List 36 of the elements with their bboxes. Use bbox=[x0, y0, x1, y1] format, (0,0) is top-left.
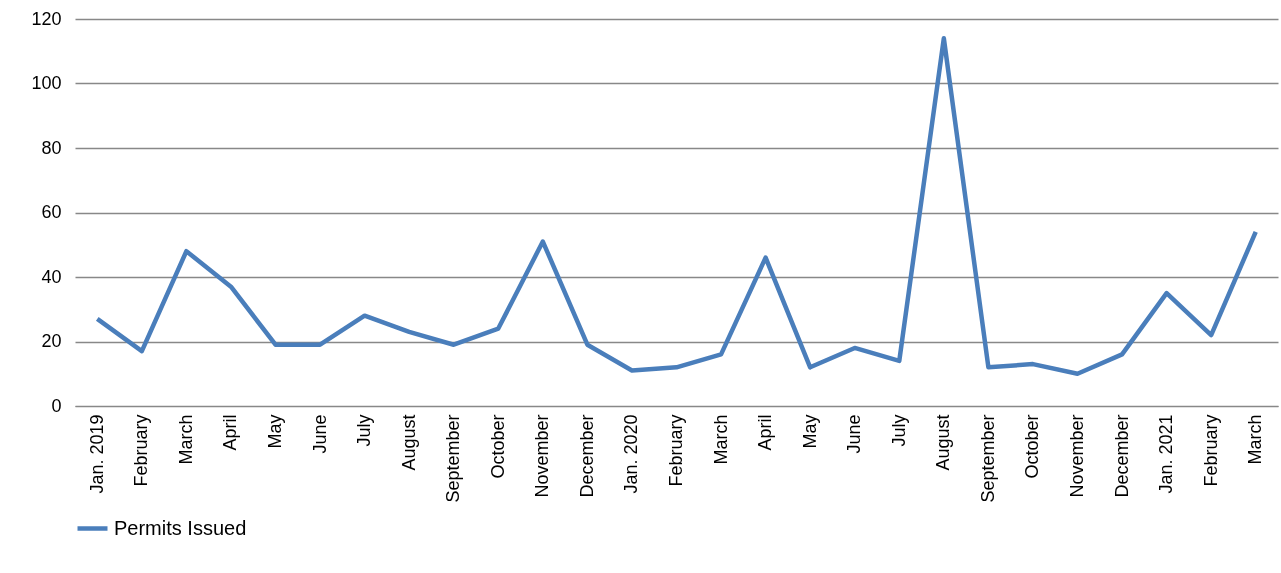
y-tick-label: 20 bbox=[41, 331, 62, 351]
x-tick-label: July bbox=[888, 414, 909, 447]
x-tick-label: September bbox=[443, 414, 464, 503]
x-tick-label: June bbox=[309, 414, 330, 454]
x-tick-label: September bbox=[977, 414, 998, 503]
x-tick-label: May bbox=[799, 414, 820, 449]
x-tick-label: August bbox=[398, 414, 419, 471]
x-tick-label: May bbox=[265, 414, 285, 449]
x-tick-label: November bbox=[1067, 414, 1087, 498]
x-tick-label: April bbox=[220, 414, 241, 451]
x-tick-label: March bbox=[175, 414, 196, 465]
y-tick-label: 120 bbox=[31, 8, 62, 29]
x-tick-label: October bbox=[1022, 414, 1043, 479]
x-tick-label: February bbox=[131, 414, 152, 487]
x-tick-label: December bbox=[1111, 414, 1132, 498]
y-tick-label: 0 bbox=[51, 395, 62, 416]
x-tick-label: Jan. 2020 bbox=[621, 414, 642, 494]
x-tick-label: February bbox=[666, 414, 686, 487]
x-tick-label: March bbox=[710, 414, 731, 465]
x-tick-label: October bbox=[487, 414, 508, 479]
x-tick-label: Jan. 2019 bbox=[86, 414, 107, 494]
x-tick-label: April bbox=[755, 414, 776, 451]
y-tick-label: 60 bbox=[41, 202, 62, 222]
legend-label: Permits Issued bbox=[114, 516, 247, 539]
x-tick-label: August bbox=[933, 414, 954, 471]
x-tick-label: February bbox=[1200, 414, 1221, 487]
y-tick-label: 80 bbox=[41, 137, 62, 158]
x-tick-label: Jan. 2021 bbox=[1156, 414, 1177, 494]
x-tick-label: March bbox=[1245, 414, 1266, 465]
x-tick-label: December bbox=[576, 414, 597, 498]
y-tick-label: 100 bbox=[31, 73, 62, 93]
x-tick-label: November bbox=[532, 414, 553, 498]
x-tick-label: June bbox=[844, 414, 865, 454]
line-series bbox=[95, 36, 1258, 376]
y-tick-label: 40 bbox=[41, 266, 62, 287]
x-tick-label: July bbox=[354, 414, 375, 447]
